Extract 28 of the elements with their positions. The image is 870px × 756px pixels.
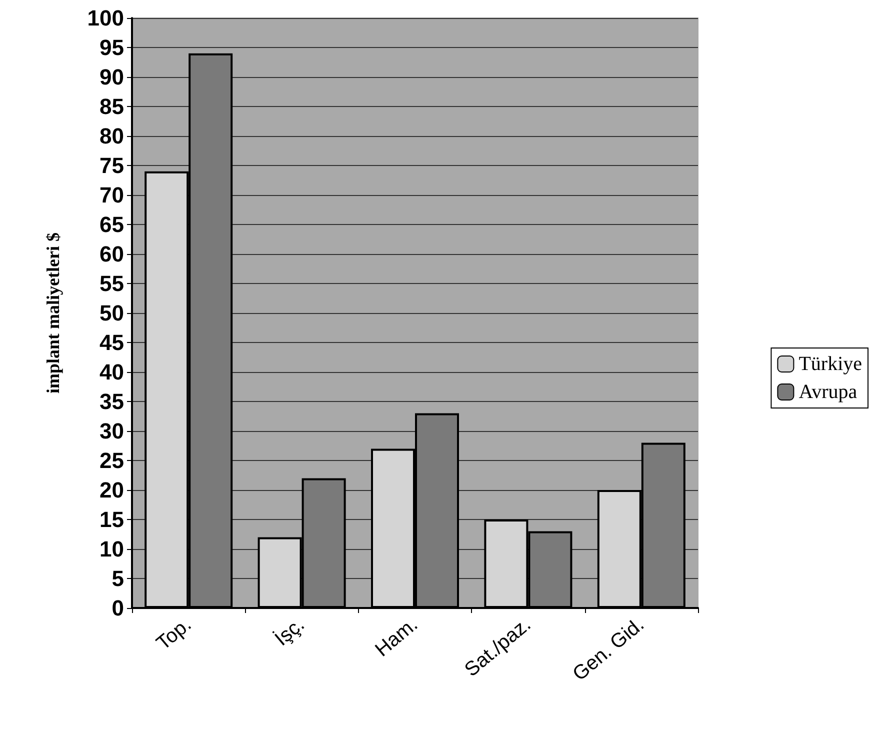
y-tick-label: 20 — [100, 478, 124, 502]
y-axis-title: implant maliyetleri $ — [43, 232, 63, 394]
y-tick-label: 35 — [100, 389, 124, 414]
x-tick-label: İşç. — [270, 612, 309, 650]
y-tick-label: 90 — [100, 64, 124, 90]
y-tick-label: 30 — [100, 418, 124, 444]
y-tick-label: 40 — [100, 360, 124, 384]
y-tick-label: 55 — [100, 271, 124, 296]
y-tick-label: 45 — [100, 330, 124, 355]
y-tick-label: 85 — [100, 94, 124, 119]
legend-label: Türkiye — [798, 353, 862, 375]
y-tick-label: 100 — [87, 6, 124, 30]
y-tick-label: 75 — [100, 153, 124, 178]
y-tick-label: 10 — [100, 536, 124, 562]
y-tick-label: 5 — [112, 566, 124, 591]
x-tick-label: Top. — [152, 614, 196, 655]
x-tick-label: Ham. — [371, 614, 422, 662]
y-tick-label: 80 — [100, 124, 124, 148]
y-tick-label: 15 — [100, 507, 124, 532]
y-tick-label: 70 — [100, 182, 124, 208]
y-tick-label: 0 — [112, 596, 124, 620]
y-tick-label: 60 — [100, 242, 124, 266]
x-tick-label: Gen. Gid. — [568, 614, 648, 686]
y-tick-label: 65 — [100, 212, 124, 237]
y-tick-label: 95 — [100, 35, 124, 60]
y-tick-label: 25 — [100, 448, 124, 473]
y-tick-label: 50 — [100, 300, 124, 326]
legend-label: Avrupa — [798, 381, 858, 403]
